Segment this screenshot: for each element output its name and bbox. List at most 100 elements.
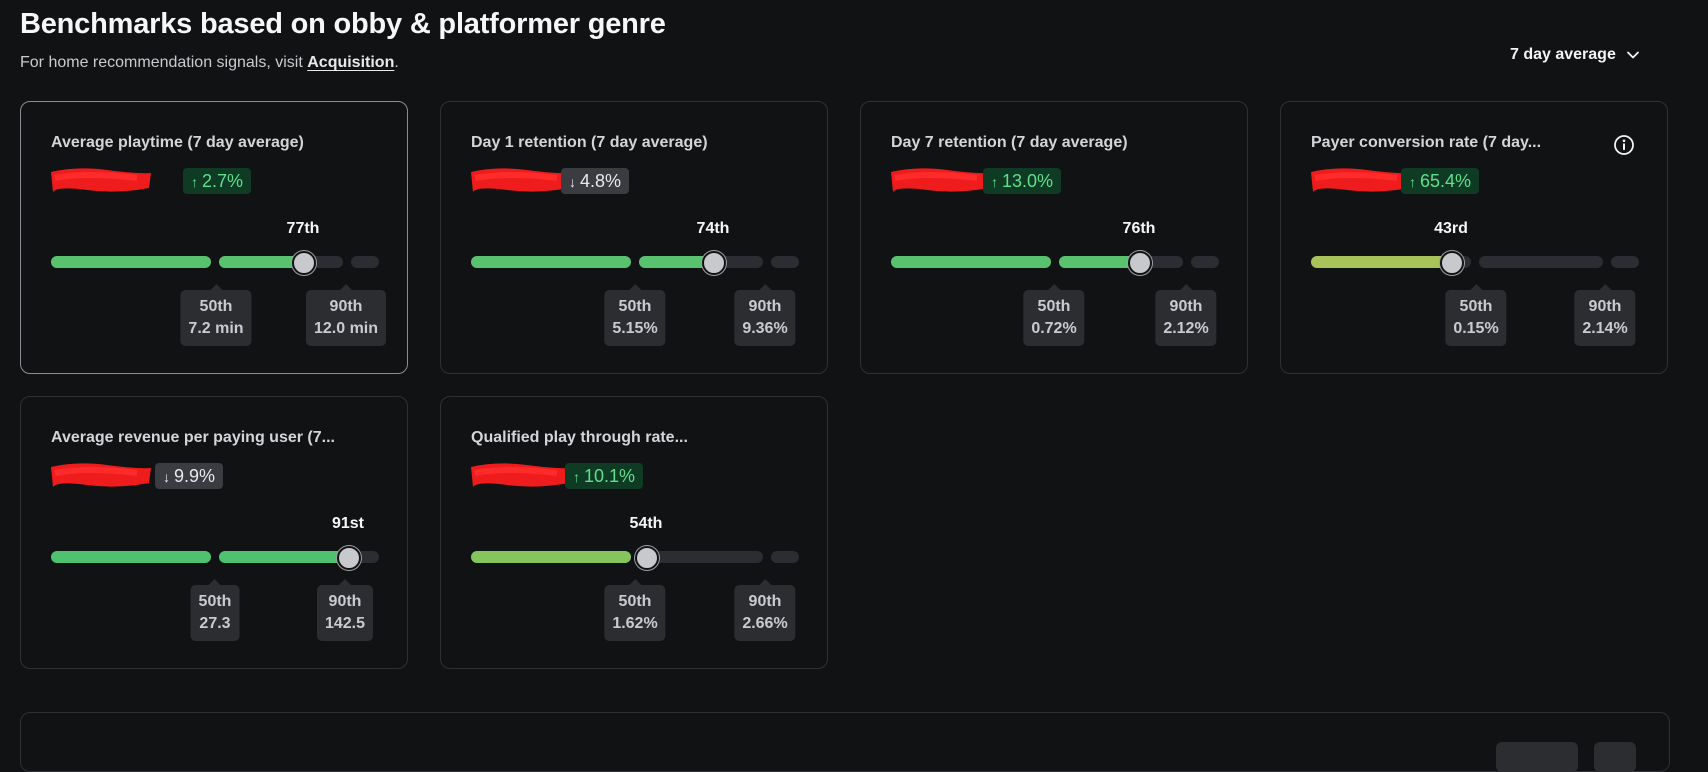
delta-badge: ↑ 13.0% [983, 168, 1062, 194]
percentile-bar [51, 546, 379, 570]
percentile-label: 74th [696, 220, 730, 237]
marker-value: 9.36% [742, 320, 788, 337]
delta-value: 65.4% [1420, 171, 1472, 191]
p50-marker: 50th 0.72% [1023, 284, 1085, 346]
percentile-knob [702, 251, 726, 275]
marker-label: 90th [1169, 298, 1203, 315]
metric-card-day1-retention[interactable]: Day 1 retention (7 day average) ↓ 4.8% 74th… [440, 101, 828, 374]
marker-label: 90th [748, 593, 782, 610]
bar-segment [219, 256, 343, 268]
range-dropdown-label: 7 day average [1510, 46, 1616, 63]
bar-segment-fill [639, 256, 713, 268]
subtitle-suffix: . [394, 54, 399, 71]
delta-badge: ↑ 65.4% [1401, 168, 1480, 194]
bar-segment [771, 256, 799, 268]
metric-card-payer-conversion[interactable]: Payer conversion rate (7 day... ↑ 65.4% 43r… [1280, 101, 1668, 374]
card-title: Qualified play through rate... [471, 429, 688, 446]
arrow-down-icon: ↓ [569, 174, 576, 190]
marker-value: 2.14% [1582, 320, 1628, 337]
bar-segment [1611, 256, 1639, 268]
acquisition-link[interactable]: Acquisition [307, 54, 395, 71]
percentile-knob [337, 546, 361, 570]
marker-label: 50th [1037, 298, 1071, 315]
arrow-down-icon: ↓ [163, 469, 170, 485]
card-title: Payer conversion rate (7 day... [1311, 134, 1542, 151]
card-title: Average playtime (7 day average) [51, 134, 304, 151]
delta-badge: ↓ 4.8% [561, 168, 630, 194]
marker-value: 0.72% [1031, 320, 1077, 337]
marker-value: 27.3 [199, 615, 231, 632]
percentile-knob [1128, 251, 1152, 275]
page-subtitle: For home recommendation signals, visit A… [20, 54, 399, 72]
marker-label: 50th [199, 298, 233, 315]
marker-value: 2.12% [1163, 320, 1209, 337]
arrow-up-icon: ↑ [991, 174, 998, 190]
bar-segment [1311, 256, 1471, 268]
percentile-bar [1311, 251, 1639, 275]
metric-card-qualified-play-through[interactable]: Qualified play through rate... ↑ 10.1% 54th… [440, 396, 828, 669]
bar-segment-fill [1059, 256, 1139, 268]
bar-segment [771, 551, 799, 563]
arrow-up-icon: ↑ [573, 469, 580, 485]
section-control[interactable] [1594, 742, 1636, 772]
bar-segment [891, 256, 1051, 268]
delta-value: 13.0% [1002, 171, 1054, 191]
bar-segment [351, 256, 379, 268]
marker-value: 1.62% [612, 615, 658, 632]
marker-value: 0.15% [1453, 320, 1499, 337]
info-icon[interactable] [1613, 134, 1635, 156]
marker-label: 50th [1459, 298, 1493, 315]
bar-segment [471, 551, 631, 563]
p50-marker: 50th 7.2 min [180, 284, 252, 346]
redacted-value [1311, 168, 1411, 192]
arrow-up-icon: ↑ [1409, 174, 1416, 190]
card-title: Day 1 retention (7 day average) [471, 134, 708, 151]
percentile-label: 43rd [1434, 220, 1468, 237]
bar-segment-fill [471, 256, 631, 268]
percentile-bar [471, 546, 799, 570]
p50-marker: 50th 1.62% [604, 579, 666, 641]
p90-marker: 90th 2.14% [1574, 284, 1636, 346]
bar-segment [51, 551, 211, 563]
redacted-value [471, 168, 571, 192]
marker-label: 50th [618, 593, 652, 610]
percentile-label: 77th [286, 220, 320, 237]
p50-marker: 50th 27.3 [190, 579, 240, 641]
metric-card-day7-retention[interactable]: Day 7 retention (7 day average) ↑ 13.0% 76t… [860, 101, 1248, 374]
delta-value: 2.7% [202, 171, 244, 191]
marker-label: 50th [618, 298, 652, 315]
marker-label: 90th [1588, 298, 1622, 315]
marker-value: 12.0 min [313, 320, 379, 337]
bar-segment-fill [219, 256, 303, 268]
metric-card-average-playtime[interactable]: Average playtime (7 day average) ↑ 2.7% 77t… [20, 101, 408, 374]
percentile-knob [292, 251, 316, 275]
p90-marker: 90th 12.0 min [305, 284, 387, 346]
marker-label: 90th [328, 593, 362, 610]
marker-value: 142.5 [324, 615, 366, 632]
marker-label: 90th [748, 298, 782, 315]
subtitle-prefix: For home recommendation signals, visit [20, 54, 308, 71]
redacted-value [471, 463, 571, 487]
percentile-label: 54th [629, 515, 663, 532]
delta-value: 9.9% [174, 466, 216, 486]
marker-label: 90th [329, 298, 363, 315]
p90-marker: 90th 9.36% [734, 284, 796, 346]
bar-segment [639, 256, 763, 268]
range-dropdown[interactable]: 7 day average [1510, 46, 1640, 64]
section-control[interactable] [1496, 742, 1578, 772]
bar-segment-fill [1311, 256, 1451, 268]
p90-marker: 90th 142.5 [316, 579, 374, 641]
redacted-value [891, 168, 991, 192]
marker-value: 5.15% [612, 320, 658, 337]
percentile-bar [51, 251, 379, 275]
marker-value: 2.66% [742, 615, 788, 632]
chevron-down-icon [1626, 51, 1639, 59]
card-title: Day 7 retention (7 day average) [891, 134, 1128, 151]
arrow-up-icon: ↑ [191, 174, 198, 190]
metric-card-arppu[interactable]: Average revenue per paying user (7... ↓ 9.… [20, 396, 408, 669]
next-section-card [20, 712, 1670, 772]
bar-segment-fill [51, 256, 211, 268]
percentile-label: 76th [1122, 220, 1156, 237]
percentile-bar [471, 251, 799, 275]
bar-segment-fill [51, 551, 211, 563]
